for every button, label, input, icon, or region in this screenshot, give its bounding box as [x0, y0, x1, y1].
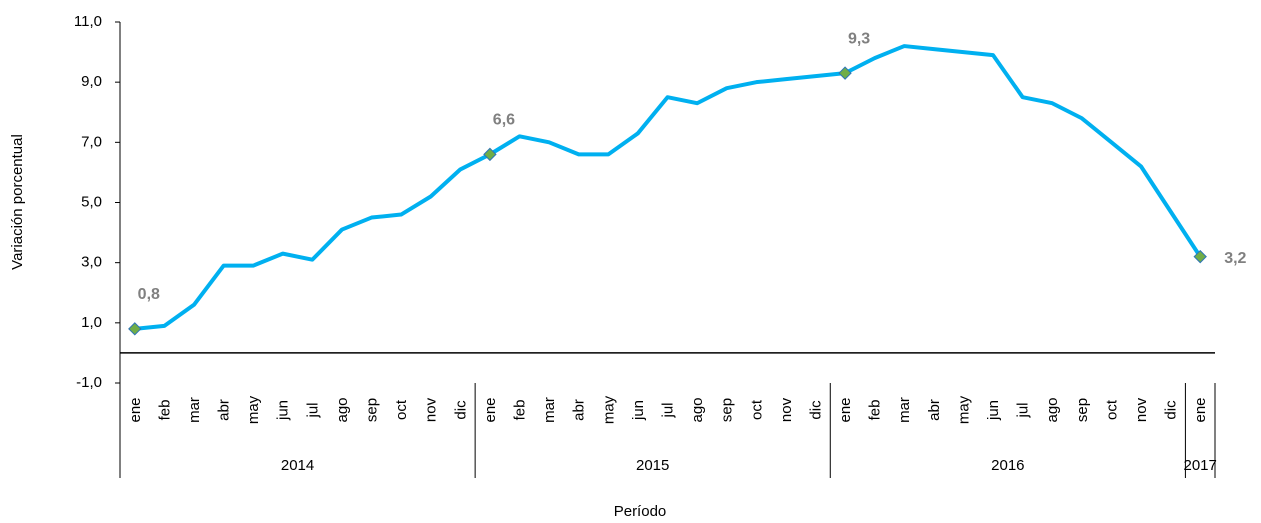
x-tick-label: dic: [452, 400, 469, 420]
year-label: 2016: [991, 457, 1024, 474]
x-tick-label: abr: [571, 399, 588, 421]
y-tick-label: 3,0: [81, 254, 102, 271]
x-tick-label: mar: [896, 397, 913, 423]
x-tick-label: jun: [275, 400, 292, 421]
x-tick-label: dic: [807, 400, 824, 420]
y-tick-label: 1,0: [81, 314, 102, 331]
x-tick-label: nov: [778, 397, 795, 422]
x-tick-label: mar: [186, 397, 203, 423]
y-tick-label: 11,0: [74, 13, 102, 30]
x-tick-label: feb: [867, 400, 884, 421]
x-tick-label: feb: [511, 400, 528, 421]
y-tick-label: 9,0: [81, 73, 102, 90]
x-tick-label: jul: [304, 402, 321, 418]
x-tick-label: ago: [689, 397, 706, 422]
x-tick-label: abr: [216, 399, 233, 421]
line: [134, 44, 1202, 331]
x-tick-label: oct: [748, 399, 765, 420]
data-label: 9,3: [848, 30, 870, 47]
y-axis-label: Variación porcentual: [9, 134, 26, 270]
y-tick-label: -1,0: [76, 374, 102, 391]
x-tick-label: ene: [127, 397, 144, 422]
data-label: 6,6: [493, 112, 515, 129]
marker: [1193, 249, 1207, 264]
x-tick-label: may: [245, 395, 262, 424]
x-tick-label: ago: [334, 397, 351, 422]
x-tick-label: feb: [156, 400, 173, 421]
x-tick-label: sep: [719, 398, 736, 422]
x-tick-label: nov: [1133, 397, 1150, 422]
x-tick-label: oct: [393, 399, 410, 420]
x-tick-label: dic: [1163, 400, 1180, 420]
y-tick-label: 7,0: [81, 133, 102, 150]
x-tick-label: mar: [541, 397, 558, 423]
marker: [483, 147, 497, 162]
data-label: 0,8: [138, 286, 160, 303]
x-tick-label: jul: [659, 402, 676, 418]
x-tick-label: sep: [1074, 398, 1091, 422]
x-tick-label: ene: [837, 397, 854, 422]
x-tick-label: may: [955, 395, 972, 424]
x-tick-label: oct: [1103, 399, 1120, 420]
x-tick-label: abr: [926, 399, 943, 421]
x-tick-label: ene: [1192, 397, 1209, 422]
marker: [838, 66, 852, 80]
year-label: 2015: [636, 457, 669, 474]
x-tick-label: jul: [1015, 402, 1032, 418]
x-tick-label: may: [600, 395, 617, 424]
x-tick-label: jun: [630, 400, 647, 421]
data-label: 3,2: [1224, 250, 1246, 267]
x-axis-label: Período: [614, 503, 667, 520]
year-label: 2014: [281, 457, 314, 474]
x-tick-label: ago: [1044, 397, 1061, 422]
marker: [128, 322, 142, 336]
x-tick-label: nov: [423, 397, 440, 422]
x-tick-label: jun: [985, 400, 1002, 421]
x-tick-label: ene: [482, 397, 499, 422]
year-label: 2017: [1184, 457, 1217, 474]
x-tick-label: sep: [364, 398, 381, 422]
y-tick-label: 5,0: [81, 193, 102, 210]
